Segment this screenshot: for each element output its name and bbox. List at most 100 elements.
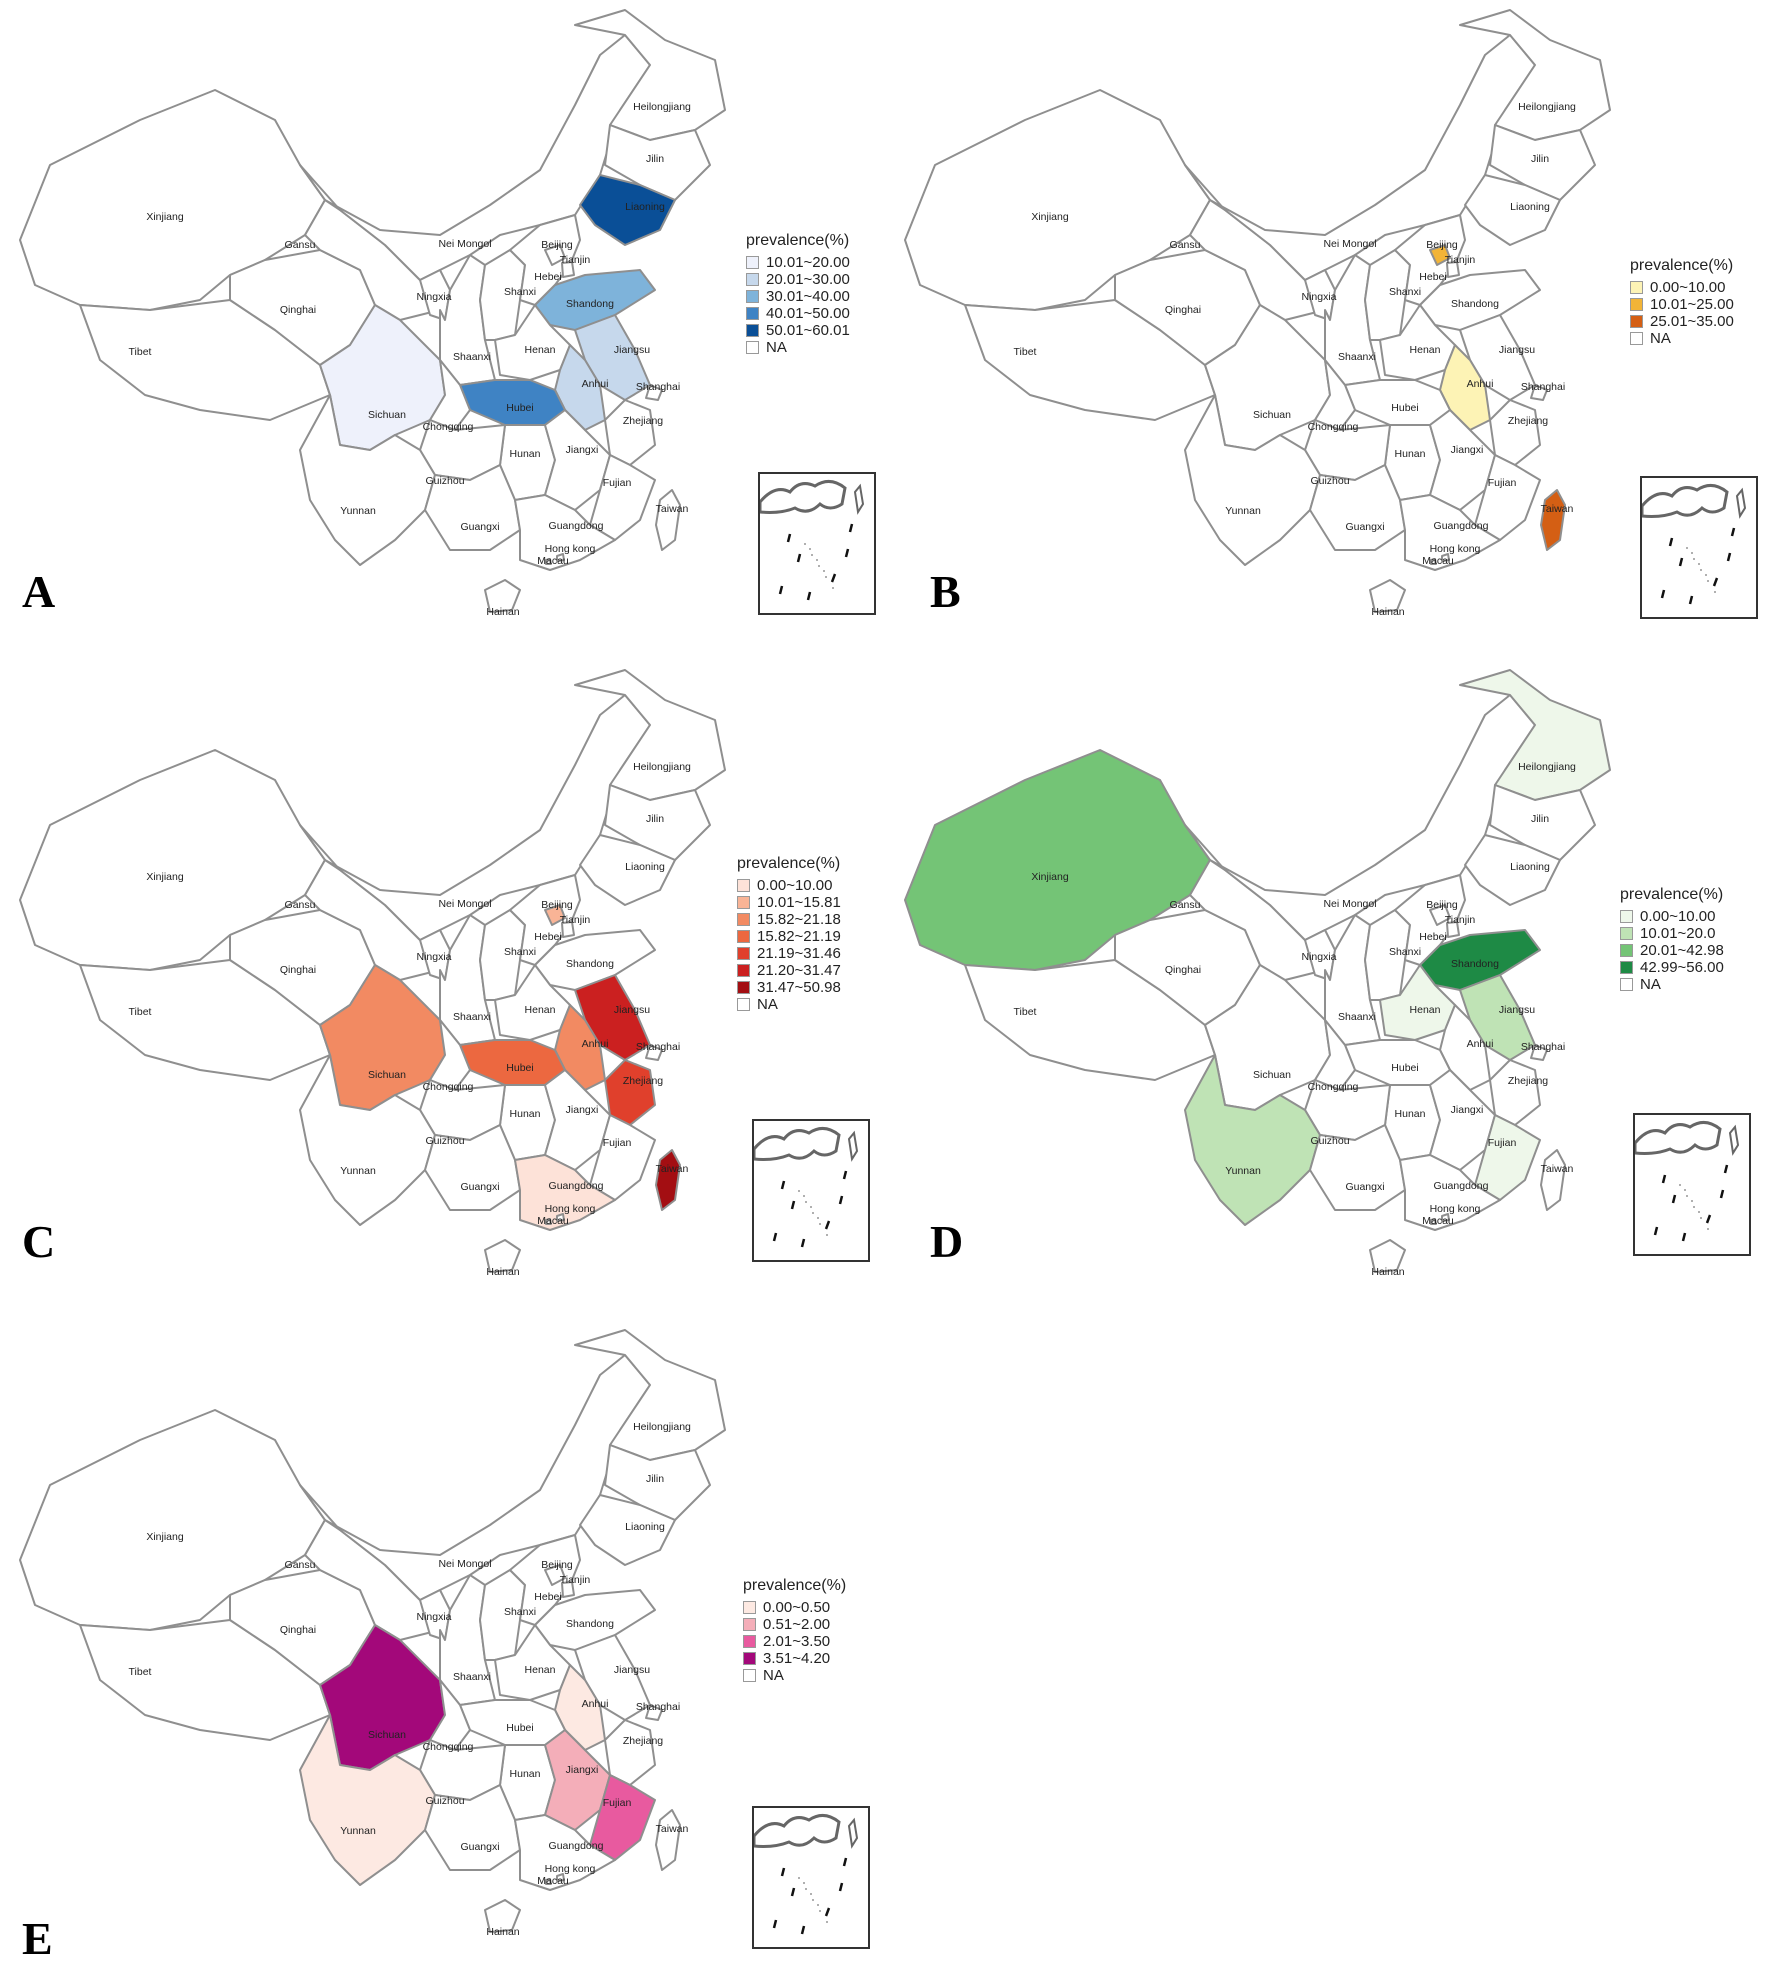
label-jilin: Jilin: [646, 813, 664, 825]
province-hong-kong: [556, 553, 565, 562]
label-shanxi: Shanxi: [1389, 286, 1421, 298]
label-henan: Henan: [525, 1664, 556, 1676]
label-hebei: Hebei: [1419, 931, 1446, 943]
province-jilin: [604, 124, 711, 201]
label-hunan: Hunan: [1395, 448, 1426, 460]
legend-swatch: [1630, 315, 1643, 328]
panel-d: Heilongjiang Jilin Liaoning Xinjiang Gansu Ne…: [885, 660, 1769, 1310]
label-taiwan: Taiwan: [656, 1823, 689, 1835]
legend-title: prevalence(%): [1630, 257, 1734, 274]
province-shanghai: [1530, 1044, 1548, 1061]
legend-swatch: [737, 896, 750, 909]
province-beijing: [544, 1564, 566, 1586]
label-shanghai: Shanghai: [1521, 381, 1565, 393]
province-tianjin: [561, 921, 575, 938]
legend-item: 0.00~10.00: [737, 877, 841, 894]
label-taiwan: Taiwan: [1541, 1163, 1574, 1175]
label-jilin: Jilin: [646, 153, 664, 165]
label-xinjiang: Xinjiang: [146, 211, 184, 223]
south-china-sea-inset-d: [1633, 1113, 1751, 1256]
province-hainan: [484, 579, 521, 613]
label-shandong: Shandong: [566, 1618, 614, 1630]
label-shaanxi: Shaanxi: [453, 1671, 491, 1683]
label-shaanxi: Shaanxi: [453, 1011, 491, 1023]
label-tianjin: Tianjin: [560, 254, 591, 266]
panel-letter-b: B: [930, 566, 961, 617]
label-xinjiang: Xinjiang: [146, 871, 184, 883]
label-sichuan: Sichuan: [1253, 1069, 1291, 1081]
label-hunan: Hunan: [510, 448, 541, 460]
label-hebei: Hebei: [1419, 271, 1446, 283]
legend-title: prevalence(%): [1620, 886, 1724, 903]
label-yunnan: Yunnan: [340, 505, 376, 517]
province-tianjin: [561, 261, 575, 278]
label-macau: Macau: [1422, 555, 1454, 567]
label-hunan: Hunan: [1395, 1108, 1426, 1120]
label-liaoning: Liaoning: [625, 201, 665, 213]
label-heilongjiang: Heilongjiang: [633, 761, 691, 773]
legend-label: 10.01~20.0: [1640, 925, 1716, 942]
province-tianjin: [561, 1581, 575, 1598]
legend-item: 30.01~40.00: [746, 288, 850, 305]
label-yunnan: Yunnan: [1225, 505, 1261, 517]
label-guangxi: Guangxi: [1345, 1181, 1384, 1193]
province-hong-kong: [556, 1213, 565, 1222]
legend-swatch: [1620, 910, 1633, 923]
label-hebei: Hebei: [534, 271, 561, 283]
label-shanghai: Shanghai: [1521, 1041, 1565, 1053]
legend-label: NA: [757, 996, 778, 1013]
label-fujian: Fujian: [1488, 1137, 1517, 1149]
legend-item: 10.01~20.0: [1620, 925, 1724, 942]
legend-label: NA: [1650, 330, 1671, 347]
label-nei-mongol: Nei Mongol: [438, 1558, 491, 1570]
label-shaanxi: Shaanxi: [1338, 1011, 1376, 1023]
province-tianjin: [1446, 921, 1460, 938]
province-guangdong: [514, 1814, 616, 1891]
legend-label: NA: [1640, 976, 1661, 993]
label-heilongjiang: Heilongjiang: [633, 1421, 691, 1433]
label-anhui: Anhui: [582, 1038, 609, 1050]
province-beijing: [544, 904, 566, 926]
label-gansu: Gansu: [285, 239, 316, 251]
legend-item: 20.01~42.98: [1620, 942, 1724, 959]
province-hong-kong: [1441, 1213, 1450, 1222]
label-guangdong: Guangdong: [549, 520, 604, 532]
label-jilin: Jilin: [646, 1473, 664, 1485]
legend-swatch: [746, 256, 759, 269]
label-hunan: Hunan: [510, 1108, 541, 1120]
legend-swatch: [1620, 944, 1633, 957]
south-china-sea-inset-e: [752, 1806, 870, 1949]
label-liaoning: Liaoning: [1510, 861, 1550, 873]
legend-swatch: [1630, 298, 1643, 311]
legend-swatch: [737, 981, 750, 994]
label-heilongjiang: Heilongjiang: [1518, 761, 1576, 773]
legend-label: 3.51~4.20: [763, 1650, 831, 1667]
legend-swatch: [743, 1618, 756, 1631]
label-henan: Henan: [1410, 344, 1441, 356]
label-macau: Macau: [537, 1875, 569, 1887]
province-macau: [1430, 558, 1437, 565]
legend-label: 31.47~50.98: [757, 979, 841, 996]
label-guangxi: Guangxi: [460, 1181, 499, 1193]
china-map-d: Heilongjiang Jilin Liaoning Xinjiang Gansu Ne…: [904, 669, 1611, 1278]
province-shandong: [1419, 929, 1541, 991]
legend-label: 42.99~56.00: [1640, 959, 1724, 976]
legend-label: 50.01~60.01: [766, 322, 850, 339]
label-ningxia: Ningxia: [1301, 291, 1336, 303]
province-guangdong: [514, 1154, 616, 1231]
legend-item: 2.01~3.50: [743, 1633, 846, 1650]
legend-item: 10.01~15.81: [737, 894, 841, 911]
label-shanghai: Shanghai: [636, 1041, 680, 1053]
label-beijing: Beijing: [541, 239, 573, 251]
label-ningxia: Ningxia: [416, 951, 451, 963]
label-chongqing: Chongqing: [423, 1081, 474, 1093]
province-taiwan: [655, 1149, 681, 1211]
label-qinghai: Qinghai: [280, 964, 316, 976]
legend-swatch: [746, 307, 759, 320]
province-shandong: [1419, 269, 1541, 331]
legend-label: 20.01~30.00: [766, 271, 850, 288]
label-shandong: Shandong: [566, 298, 614, 310]
label-qinghai: Qinghai: [280, 1624, 316, 1636]
legend-item: 10.01~25.00: [1630, 296, 1734, 313]
province-tianjin: [1446, 261, 1460, 278]
